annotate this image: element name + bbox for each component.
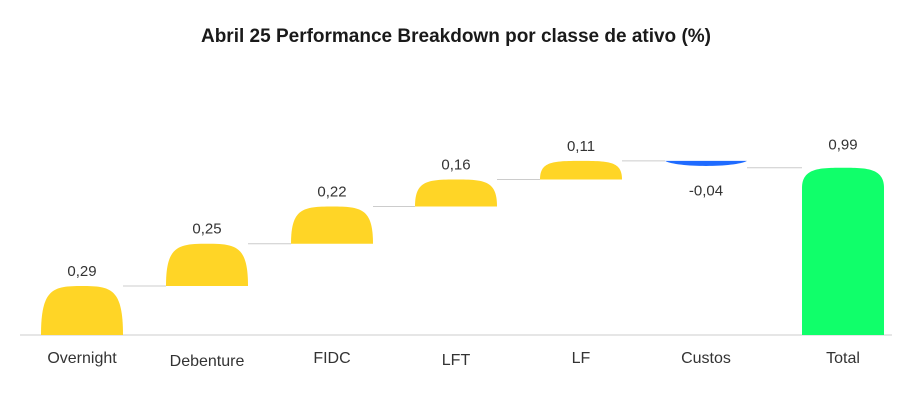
data-labels: 0,29 0,25 0,22 0,16 0,11 -0,04 0,99 bbox=[67, 137, 857, 280]
connector-lines bbox=[123, 160, 802, 287]
bar-lf bbox=[540, 160, 622, 180]
x-tick-label: Overnight bbox=[47, 350, 117, 367]
bar-custos bbox=[665, 160, 747, 166]
data-label: 0,11 bbox=[567, 138, 595, 155]
x-tick-label: Custos bbox=[681, 350, 731, 367]
data-label: 0,22 bbox=[317, 184, 346, 201]
bar-total bbox=[802, 167, 884, 335]
x-tick-label: Debenture bbox=[170, 353, 245, 370]
bar-debenture bbox=[166, 243, 248, 286]
x-tick-label: FIDC bbox=[313, 350, 350, 367]
chart-title: Abril 25 Performance Breakdown por class… bbox=[200, 26, 711, 47]
category-labels: Overnight Debenture FIDC LFT LF Custos Total bbox=[47, 350, 860, 370]
x-tick-label: LFT bbox=[442, 352, 471, 369]
data-label: 0,25 bbox=[192, 221, 221, 238]
bar-fidc bbox=[291, 206, 373, 244]
x-tick-label: Total bbox=[826, 350, 860, 367]
x-tick-label: LF bbox=[572, 350, 591, 367]
bar-overnight bbox=[41, 285, 123, 335]
bars bbox=[41, 160, 884, 335]
data-label: -0,04 bbox=[689, 183, 723, 200]
data-label: 0,16 bbox=[441, 157, 470, 174]
data-label: 0,99 bbox=[828, 137, 857, 154]
bar-lft bbox=[415, 179, 497, 207]
data-label: 0,29 bbox=[67, 263, 96, 280]
